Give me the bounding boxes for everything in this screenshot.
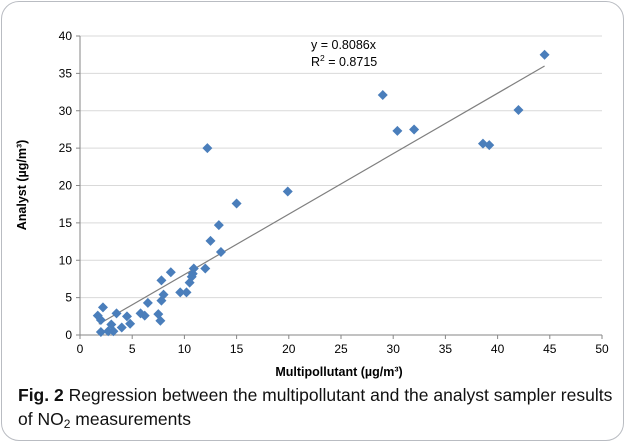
equation-label: y = 0.8086x	[311, 38, 377, 52]
y-tick-label: 25	[59, 141, 73, 155]
data-point	[139, 310, 150, 321]
y-tick-labels: 0 5 10 15 20 25 30 35 40	[59, 29, 73, 342]
y-tick-label: 20	[59, 179, 73, 193]
data-point	[282, 186, 293, 197]
data-points	[92, 49, 550, 338]
data-point	[95, 327, 106, 338]
data-point	[377, 90, 388, 101]
data-point	[125, 318, 136, 329]
data-point	[213, 220, 224, 231]
x-tick-label: 20	[282, 342, 296, 356]
data-point	[231, 198, 242, 209]
data-point	[156, 275, 167, 286]
data-point	[97, 302, 108, 313]
data-point	[121, 311, 132, 322]
data-point	[200, 263, 211, 274]
data-point	[155, 315, 166, 326]
data-point	[142, 297, 153, 308]
figure-frame	[1, 1, 624, 441]
data-point	[513, 105, 524, 116]
axes	[76, 35, 603, 339]
trendline	[98, 65, 545, 325]
x-tick-label: 5	[129, 342, 136, 356]
y-tick-label: 35	[59, 66, 73, 80]
gridlines	[80, 35, 602, 299]
data-point	[392, 125, 403, 136]
y-tick-label: 10	[59, 253, 73, 267]
x-tick-label: 10	[178, 342, 192, 356]
x-tick-label: 0	[77, 342, 84, 356]
data-point	[95, 315, 106, 326]
x-tick-label: 35	[439, 342, 453, 356]
data-point	[116, 322, 127, 333]
figure-label: Fig. 2	[18, 385, 64, 405]
x-tick-labels: 0 5 10 15 20 25 30 35 40 45 50	[77, 342, 609, 356]
data-point	[215, 247, 226, 258]
data-point	[188, 263, 199, 274]
data-point	[181, 287, 192, 298]
data-point	[175, 287, 186, 298]
caption-text-end: measurements	[70, 409, 192, 429]
data-point	[111, 308, 122, 319]
x-tick-label: 45	[543, 342, 557, 356]
caption-text: Regression between the multipollutant an…	[18, 385, 613, 429]
caption-subscript: 2	[63, 417, 71, 431]
y-tick-label: 5	[65, 291, 72, 305]
data-point	[108, 326, 119, 337]
x-tick-label: 25	[334, 342, 348, 356]
y-tick-label: 0	[65, 328, 72, 342]
figure-caption: Fig. 2 Regression between the multipollu…	[18, 383, 618, 431]
scatter-chart: 0 5 10 15 20 25 30 35 40 0 5 10 15 20 25 30 35 40 45 50 y …	[15, 29, 609, 379]
x-tick-label: 30	[387, 342, 401, 356]
data-point	[539, 49, 550, 60]
y-tick-label: 40	[59, 29, 73, 43]
data-point	[484, 140, 495, 151]
y-tick-label: 30	[59, 104, 73, 118]
y-tick-label: 15	[59, 216, 73, 230]
data-point	[165, 267, 176, 278]
x-tick-label: 40	[491, 342, 505, 356]
data-point	[202, 143, 213, 154]
x-tick-label: 15	[230, 342, 244, 356]
y-axis-title: Analyst (µg/m³)	[15, 140, 29, 231]
r-squared-label: R2 = 0.8715	[311, 53, 377, 69]
data-point	[205, 235, 216, 246]
x-tick-label: 50	[595, 342, 609, 356]
data-point	[158, 289, 169, 300]
data-point	[409, 124, 420, 135]
x-axis-title: Multipollutant (µg/m³)	[275, 365, 402, 379]
